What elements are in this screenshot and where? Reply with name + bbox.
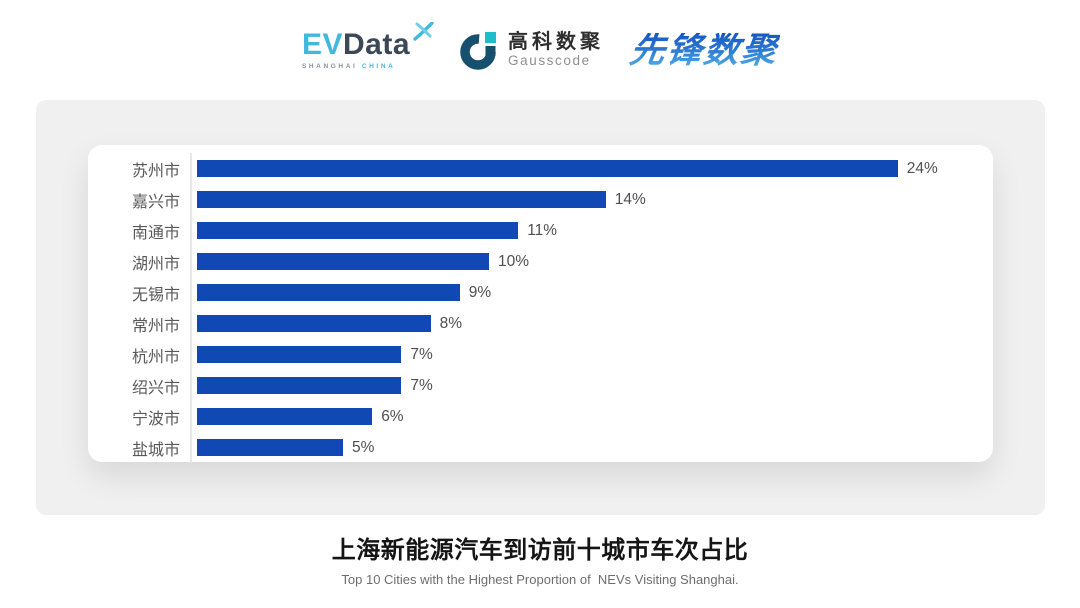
bar-category-label: 湖州市 — [131, 255, 180, 273]
bar-row: 湖州市 10% — [88, 246, 993, 277]
bar-area: 5% — [190, 432, 993, 463]
bar — [197, 408, 373, 425]
bar — [197, 315, 431, 332]
bar — [197, 284, 460, 301]
bar-value-label: 7% — [410, 376, 433, 394]
evdata-x-icon — [413, 22, 434, 41]
bar-area: 6% — [190, 401, 993, 432]
bar-value-label: 14% — [614, 190, 646, 208]
bar-row: 盐城市 5% — [88, 432, 993, 463]
logo-row: EVData SHANGHAI CHINA 高科数聚 Gausscode — [0, 22, 1080, 78]
bar-category-label: 无锡市 — [131, 286, 180, 304]
bar-value-label: 11% — [527, 221, 558, 239]
bar — [197, 222, 519, 239]
bar-area: 8% — [190, 308, 993, 339]
bar — [197, 439, 343, 456]
bar-value-label: 5% — [352, 438, 375, 456]
evdata-subtext-shanghai: SHANGHAI — [301, 63, 358, 70]
gausscode-g-icon — [460, 32, 497, 70]
bar-category-label: 盐城市 — [131, 441, 180, 459]
bar-rows: 苏州市 24% 嘉兴市 14% 南通市 11% 湖州市 10% 无锡市 9% — [88, 153, 993, 463]
gausscode-cn-name: 高科数聚 — [508, 30, 605, 53]
evdata-subtext-china: CHINA — [361, 63, 396, 70]
bar-row: 杭州市 7% — [88, 339, 993, 370]
evdata-logo: EVData SHANGHAI CHINA — [301, 22, 434, 70]
bar — [197, 160, 898, 177]
bar-area: 7% — [190, 339, 993, 370]
evdata-wordmark: EVData — [301, 22, 434, 61]
bar-row: 常州市 8% — [88, 308, 993, 339]
bar-category-label: 苏州市 — [131, 162, 180, 180]
evdata-data-text: Data — [342, 28, 411, 61]
bar-area: 11% — [190, 215, 993, 246]
bar — [197, 346, 402, 363]
gausscode-en-name: Gausscode — [508, 52, 591, 68]
xianfeng-shuju-logo: 先锋数聚 — [627, 30, 781, 70]
bar-value-label: 9% — [468, 283, 492, 301]
bar-value-label: 10% — [498, 252, 530, 270]
gausscode-logo: 高科数聚 Gausscode — [460, 29, 604, 71]
bar-area: 10% — [190, 246, 993, 277]
bar-row: 苏州市 24% — [88, 153, 993, 184]
chart-card: 苏州市 24% 嘉兴市 14% 南通市 11% 湖州市 10% 无锡市 9% — [88, 145, 993, 463]
bar-row: 宁波市 6% — [88, 401, 993, 432]
bar-category-label: 南通市 — [131, 224, 180, 242]
chart-title: 上海新能源汽车到访前十城市车次占比 — [331, 537, 749, 564]
bar — [197, 377, 402, 394]
evdata-ev-text: EV — [301, 28, 343, 61]
bar — [197, 253, 489, 270]
bar-row: 绍兴市 7% — [88, 370, 993, 401]
bar — [197, 191, 606, 208]
chart-title-block: 上海新能源汽车到访前十城市车次占比 Top 10 Cities with the… — [0, 530, 1080, 587]
bar-value-label: 24% — [906, 159, 938, 177]
bar-area: 24% — [190, 153, 993, 184]
bar-category-label: 嘉兴市 — [131, 193, 180, 211]
evdata-subtext: SHANGHAI CHINA — [302, 63, 395, 70]
bar-category-label: 宁波市 — [131, 410, 180, 428]
bar-category-label: 杭州市 — [131, 348, 180, 366]
gausscode-text: 高科数聚 Gausscode — [508, 31, 604, 69]
bar-category-label: 绍兴市 — [131, 379, 180, 397]
bar-category-label: 常州市 — [131, 317, 180, 335]
bar-value-label: 7% — [410, 345, 433, 363]
bar-area: 9% — [190, 277, 993, 308]
bar-value-label: 8% — [439, 314, 462, 332]
bar-row: 南通市 11% — [88, 215, 993, 246]
bar-area: 7% — [190, 370, 993, 401]
chart-subtitle: Top 10 Cities with the Highest Proportio… — [341, 572, 739, 587]
bar-row: 无锡市 9% — [88, 277, 993, 308]
bar-value-label: 6% — [381, 407, 404, 425]
chart-panel: 苏州市 24% 嘉兴市 14% 南通市 11% 湖州市 10% 无锡市 9% — [36, 100, 1045, 515]
bar-row: 嘉兴市 14% — [88, 184, 993, 215]
bar-area: 14% — [190, 184, 993, 215]
